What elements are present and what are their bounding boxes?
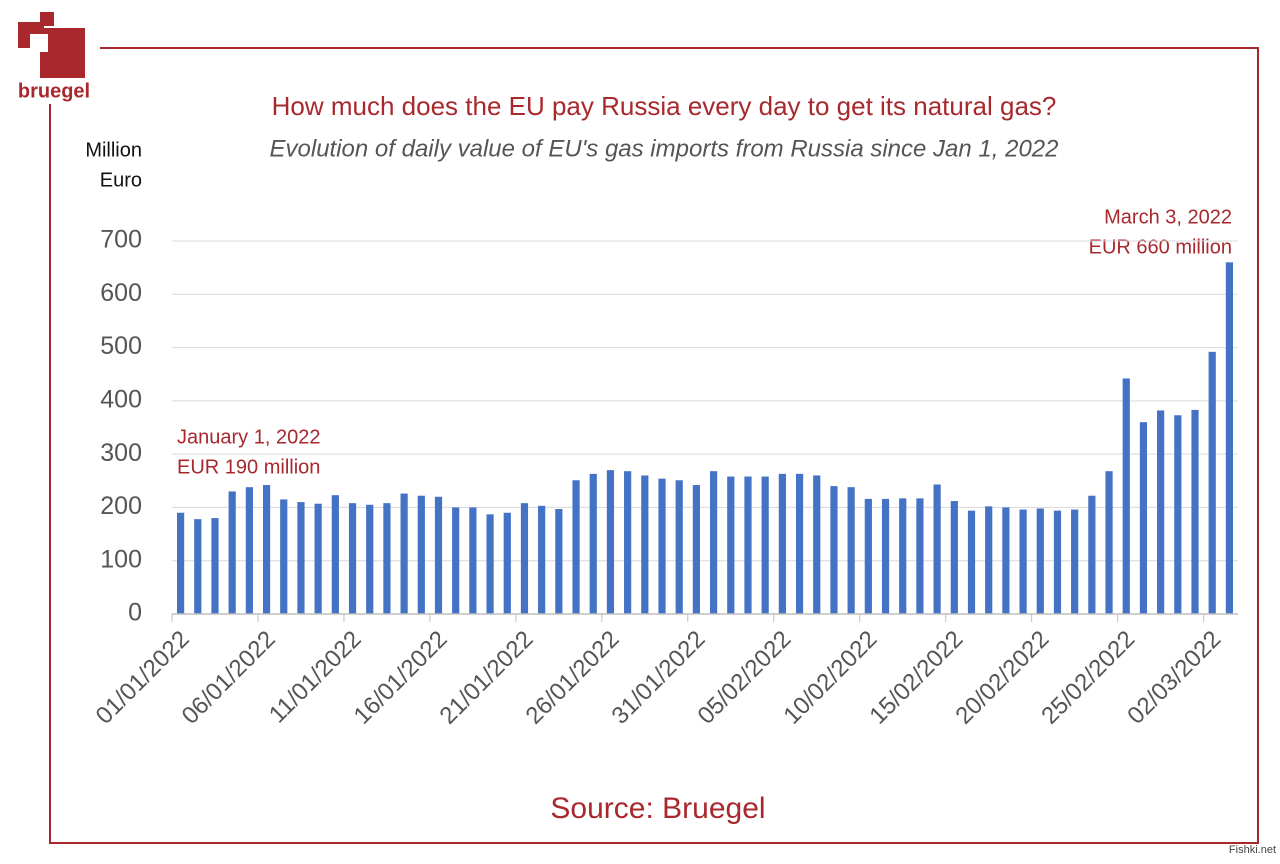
y-tick-label: 600 — [100, 279, 142, 307]
bar — [761, 476, 769, 614]
bar — [830, 486, 838, 614]
y-axis-label: Euro — [100, 169, 142, 191]
bar — [795, 473, 804, 614]
logo-text: bruegel — [18, 80, 90, 102]
bar — [452, 507, 460, 614]
bar — [211, 518, 219, 614]
y-tick-label: 200 — [100, 492, 142, 520]
bar — [280, 499, 288, 614]
bar — [778, 473, 786, 614]
y-axis-label: Million — [85, 139, 142, 161]
bar — [692, 485, 701, 614]
bar — [228, 491, 236, 614]
bar — [985, 506, 993, 614]
bar — [744, 476, 752, 614]
annotation: January 1, 2022 — [177, 426, 320, 448]
bar — [366, 504, 374, 614]
chart-subtitle: Evolution of daily value of EU's gas imp… — [270, 135, 1059, 162]
annotation: EUR 190 million — [177, 456, 320, 478]
bar — [624, 471, 632, 614]
y-tick-label: 0 — [128, 599, 142, 627]
bar — [262, 485, 271, 614]
bar — [194, 519, 202, 614]
bar — [1225, 262, 1234, 614]
bar — [1071, 509, 1079, 614]
bar — [864, 498, 872, 614]
bar — [348, 503, 357, 614]
bar — [1208, 351, 1216, 614]
bar — [1191, 409, 1199, 614]
bar — [881, 498, 890, 614]
y-tick-label: 100 — [100, 545, 142, 573]
bar — [1139, 422, 1148, 614]
bar — [899, 498, 907, 614]
bar — [572, 480, 580, 614]
bar — [245, 487, 253, 614]
bar — [727, 476, 735, 614]
bar — [503, 512, 511, 614]
source: Source: Bruegel — [550, 792, 765, 825]
y-tick-label: 500 — [100, 332, 142, 360]
bar — [331, 495, 339, 614]
bar — [1105, 471, 1113, 614]
bar — [538, 505, 546, 614]
logo-mark — [18, 12, 85, 78]
bar — [916, 498, 924, 614]
bar — [555, 509, 563, 614]
bar — [589, 473, 597, 614]
frame — [49, 47, 1259, 844]
bar — [709, 471, 718, 614]
bar — [641, 475, 649, 614]
annotation: EUR 660 million — [1089, 236, 1232, 258]
bar — [469, 507, 477, 614]
bar — [1002, 507, 1010, 614]
y-tick-label: 300 — [100, 439, 142, 467]
y-tick-label: 700 — [100, 226, 142, 254]
bar — [417, 495, 425, 614]
chart-title: How much does the EU pay Russia every da… — [272, 91, 1057, 121]
bar — [297, 502, 305, 614]
y-tick-label: 400 — [100, 385, 142, 413]
bar — [1122, 378, 1130, 614]
bar — [1174, 415, 1182, 614]
bar — [1053, 510, 1062, 614]
bar — [383, 503, 391, 614]
bar — [813, 475, 821, 614]
bar — [1088, 495, 1096, 614]
bar — [400, 493, 408, 614]
bar — [950, 501, 958, 614]
bar — [486, 514, 494, 614]
bar — [434, 496, 443, 614]
bar — [176, 512, 185, 614]
bar — [933, 484, 941, 614]
bar — [1157, 410, 1165, 614]
bar — [1036, 508, 1044, 614]
bar — [847, 487, 855, 614]
bar — [520, 503, 529, 614]
bar — [967, 510, 976, 614]
bar — [675, 480, 683, 614]
bar — [606, 470, 615, 614]
annotation: March 3, 2022 — [1104, 206, 1232, 228]
bar — [658, 478, 666, 614]
bar — [1019, 509, 1027, 614]
bar — [314, 503, 322, 614]
watermark: Fishki.net — [1229, 844, 1276, 856]
